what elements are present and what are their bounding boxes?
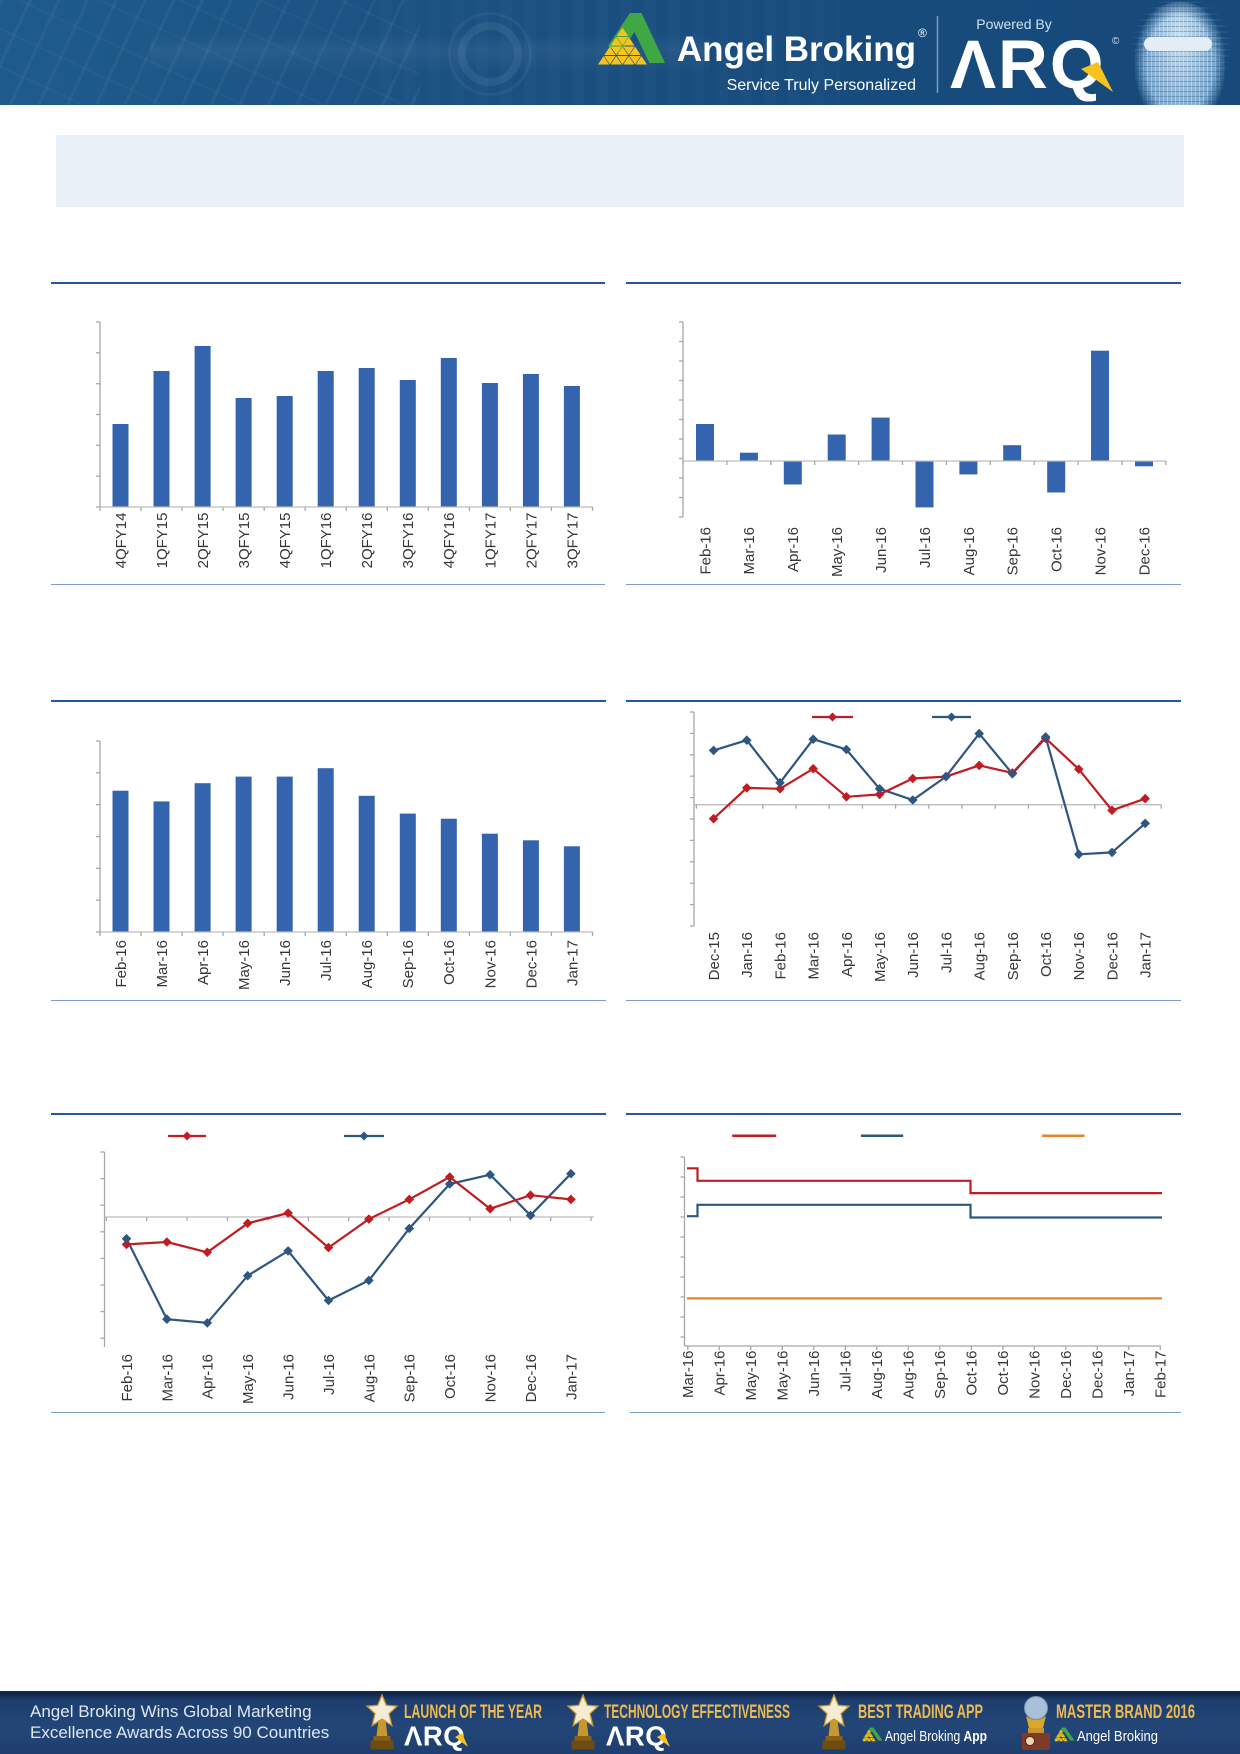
svg-text:Nov-16: Nov-16 <box>1093 527 1110 575</box>
svg-text:Angel Broking: Angel Broking <box>677 30 916 69</box>
svg-text:Dec-16: Dec-16 <box>1058 1351 1075 1399</box>
svg-text:Dec-16: Dec-16 <box>1090 1351 1107 1399</box>
svg-text:®: ® <box>918 26 927 40</box>
svg-text:2QFY16: 2QFY16 <box>359 513 376 569</box>
svg-text:Mar-16: Mar-16 <box>741 527 758 575</box>
svg-text:Apr-16: Apr-16 <box>839 932 856 977</box>
svg-text:May-16: May-16 <box>236 940 253 990</box>
svg-text:Aug-16: Aug-16 <box>901 1351 918 1399</box>
svg-text:Angel Broking App: Angel Broking App <box>885 1729 987 1745</box>
svg-text:Oct-16: Oct-16 <box>441 940 458 985</box>
svg-text:Mar-16: Mar-16 <box>159 1354 176 1402</box>
svg-text:Oct-16: Oct-16 <box>1049 527 1066 572</box>
svg-text:Sep-16: Sep-16 <box>932 1351 949 1399</box>
svg-text:1QFY15: 1QFY15 <box>154 513 171 569</box>
svg-text:Jul-16: Jul-16 <box>917 527 934 568</box>
svg-text:Feb-16: Feb-16 <box>697 527 714 575</box>
svg-text:1QFY17: 1QFY17 <box>482 513 499 569</box>
svg-text:Aug-16: Aug-16 <box>869 1351 886 1399</box>
svg-text:Nov-16: Nov-16 <box>1071 932 1088 980</box>
svg-text:Oct-16: Oct-16 <box>442 1354 459 1399</box>
svg-text:Service Truly Personalized: Service Truly Personalized <box>727 77 916 94</box>
svg-text:May-16: May-16 <box>872 932 889 982</box>
svg-text:Mar-16: Mar-16 <box>806 932 823 980</box>
svg-text:Mar-16: Mar-16 <box>680 1351 697 1399</box>
svg-text:Feb-16: Feb-16 <box>772 932 789 980</box>
svg-text:BEST TRADING APP: BEST TRADING APP <box>858 1701 983 1723</box>
svg-text:Apr-16: Apr-16 <box>785 527 802 572</box>
svg-text:Jan-17: Jan-17 <box>1121 1351 1138 1397</box>
svg-text:Angel Broking: Angel Broking <box>1077 1729 1158 1745</box>
svg-text:Oct-16: Oct-16 <box>995 1351 1012 1396</box>
svg-text:Oct-16: Oct-16 <box>1038 932 1055 977</box>
svg-text:2QFY17: 2QFY17 <box>523 513 540 569</box>
svg-text:Oct-16: Oct-16 <box>964 1351 981 1396</box>
svg-text:Dec-15: Dec-15 <box>706 932 723 980</box>
svg-text:Jul-16: Jul-16 <box>838 1351 855 1392</box>
svg-text:Feb-16: Feb-16 <box>119 1354 136 1402</box>
svg-text:Jun-16: Jun-16 <box>281 1354 298 1400</box>
svg-text:3QFY16: 3QFY16 <box>400 513 417 569</box>
svg-text:Apr-16: Apr-16 <box>195 940 212 985</box>
svg-text:ΛRQ: ΛRQ <box>950 26 1106 103</box>
svg-text:ΛRQ: ΛRQ <box>606 1721 667 1752</box>
svg-text:4QFY16: 4QFY16 <box>441 513 458 569</box>
svg-text:©: © <box>1112 36 1120 47</box>
svg-text:4QFY15: 4QFY15 <box>277 513 294 569</box>
svg-text:Apr-16: Apr-16 <box>712 1351 729 1396</box>
svg-text:Sep-16: Sep-16 <box>402 1354 419 1402</box>
svg-text:Apr-16: Apr-16 <box>200 1354 217 1399</box>
svg-text:Dec-16: Dec-16 <box>523 940 540 988</box>
svg-text:Aug-16: Aug-16 <box>359 940 376 988</box>
svg-text:3QFY15: 3QFY15 <box>236 513 253 569</box>
svg-text:Jun-16: Jun-16 <box>277 940 294 986</box>
svg-text:Jul-16: Jul-16 <box>321 1354 338 1395</box>
svg-text:Jan-17: Jan-17 <box>564 940 581 986</box>
svg-text:May-16: May-16 <box>775 1351 792 1401</box>
svg-text:1QFY16: 1QFY16 <box>318 513 335 569</box>
svg-text:Jul-16: Jul-16 <box>938 932 955 973</box>
svg-text:Mar-16: Mar-16 <box>154 940 171 988</box>
svg-text:Dec-16: Dec-16 <box>523 1354 540 1402</box>
svg-text:Jun-16: Jun-16 <box>905 932 922 978</box>
svg-text:Jul-16: Jul-16 <box>318 940 335 981</box>
svg-text:Sep-16: Sep-16 <box>1005 932 1022 980</box>
svg-text:Aug-16: Aug-16 <box>972 932 989 980</box>
svg-text:May-16: May-16 <box>240 1354 257 1404</box>
svg-text:ΛRQ: ΛRQ <box>404 1721 465 1752</box>
svg-text:Sep-16: Sep-16 <box>1005 527 1022 575</box>
svg-text:Nov-16: Nov-16 <box>483 1354 500 1402</box>
svg-text:MASTER BRAND 2016: MASTER BRAND 2016 <box>1056 1701 1195 1723</box>
svg-text:Jun-16: Jun-16 <box>806 1351 823 1397</box>
svg-text:Aug-16: Aug-16 <box>361 1354 378 1402</box>
svg-text:Dec-16: Dec-16 <box>1136 527 1153 575</box>
svg-text:4QFY14: 4QFY14 <box>113 513 130 569</box>
svg-text:Nov-16: Nov-16 <box>482 940 499 988</box>
svg-text:May-16: May-16 <box>829 527 846 577</box>
svg-text:TECHNOLOGY EFFECTIVENESS: TECHNOLOGY EFFECTIVENESS <box>604 1701 790 1723</box>
svg-text:Feb-16: Feb-16 <box>113 940 130 988</box>
svg-text:2QFY15: 2QFY15 <box>195 513 212 569</box>
svg-text:LAUNCH OF THE YEAR: LAUNCH OF THE YEAR <box>404 1701 542 1723</box>
svg-text:Aug-16: Aug-16 <box>961 527 978 575</box>
svg-text:Sep-16: Sep-16 <box>400 940 417 988</box>
svg-text:Nov-16: Nov-16 <box>1027 1351 1044 1399</box>
svg-text:Dec-16: Dec-16 <box>1104 932 1121 980</box>
svg-text:Powered By: Powered By <box>976 16 1051 32</box>
svg-text:Jun-16: Jun-16 <box>873 527 890 573</box>
svg-text:3QFY17: 3QFY17 <box>564 513 581 569</box>
svg-text:Feb-17: Feb-17 <box>1153 1351 1170 1399</box>
svg-text:Jan-17: Jan-17 <box>1138 932 1155 978</box>
svg-text:Jan-17: Jan-17 <box>563 1354 580 1400</box>
svg-text:May-16: May-16 <box>743 1351 760 1401</box>
svg-text:Jan-16: Jan-16 <box>739 932 756 978</box>
